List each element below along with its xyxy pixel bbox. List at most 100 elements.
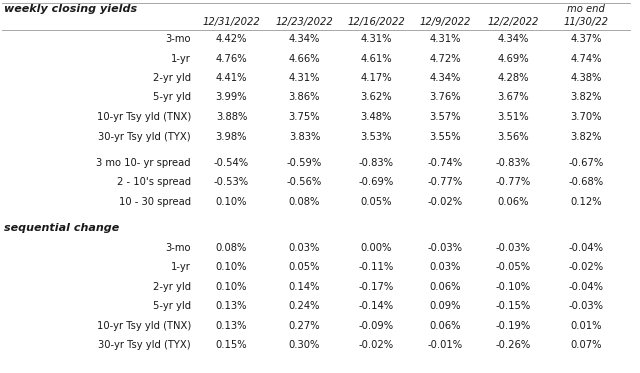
Text: 1-yr: 1-yr — [171, 262, 191, 272]
Text: -0.09%: -0.09% — [358, 321, 394, 330]
Text: -0.11%: -0.11% — [358, 262, 394, 272]
Text: 3.55%: 3.55% — [429, 132, 461, 141]
Text: 3.48%: 3.48% — [360, 112, 392, 122]
Text: 4.41%: 4.41% — [216, 73, 247, 83]
Text: 3.53%: 3.53% — [360, 132, 392, 141]
Text: 0.12%: 0.12% — [570, 197, 602, 207]
Text: -0.02%: -0.02% — [358, 340, 394, 350]
Text: 4.31%: 4.31% — [360, 34, 392, 44]
Text: 3.82%: 3.82% — [570, 132, 602, 141]
Text: 3.70%: 3.70% — [570, 112, 602, 122]
Text: 3.62%: 3.62% — [360, 93, 392, 103]
Text: 3.75%: 3.75% — [289, 112, 320, 122]
Text: 0.14%: 0.14% — [289, 282, 320, 292]
Text: 0.06%: 0.06% — [429, 321, 461, 330]
Text: 3-mo: 3-mo — [166, 34, 191, 44]
Text: 12/9/2022: 12/9/2022 — [419, 17, 470, 27]
Text: -0.15%: -0.15% — [495, 301, 531, 311]
Text: -0.83%: -0.83% — [495, 158, 531, 168]
Text: 4.31%: 4.31% — [429, 34, 461, 44]
Text: 3.98%: 3.98% — [216, 132, 247, 141]
Text: 2 - 10's spread: 2 - 10's spread — [117, 177, 191, 187]
Text: 3.76%: 3.76% — [429, 93, 461, 103]
Text: -0.56%: -0.56% — [287, 177, 322, 187]
Text: 0.05%: 0.05% — [289, 262, 320, 272]
Text: 0.07%: 0.07% — [570, 340, 602, 350]
Text: 30-yr Tsy yld (TYX): 30-yr Tsy yld (TYX) — [99, 340, 191, 350]
Text: 0.15%: 0.15% — [216, 340, 247, 350]
Text: 0.01%: 0.01% — [570, 321, 602, 330]
Text: -0.77%: -0.77% — [495, 177, 531, 187]
Text: -0.02%: -0.02% — [428, 197, 463, 207]
Text: 12/16/2022: 12/16/2022 — [347, 17, 405, 27]
Text: -0.01%: -0.01% — [428, 340, 463, 350]
Text: 3.99%: 3.99% — [216, 93, 247, 103]
Text: 10-yr Tsy yld (TNX): 10-yr Tsy yld (TNX) — [97, 112, 191, 122]
Text: 4.34%: 4.34% — [289, 34, 320, 44]
Text: 4.61%: 4.61% — [360, 53, 392, 63]
Text: 0.27%: 0.27% — [289, 321, 320, 330]
Text: 5-yr yld: 5-yr yld — [153, 301, 191, 311]
Text: 4.69%: 4.69% — [497, 53, 529, 63]
Text: 4.37%: 4.37% — [570, 34, 602, 44]
Text: 12/2/2022: 12/2/2022 — [487, 17, 539, 27]
Text: 0.08%: 0.08% — [216, 243, 247, 253]
Text: 4.28%: 4.28% — [497, 73, 529, 83]
Text: 0.10%: 0.10% — [216, 197, 247, 207]
Text: 5-yr yld: 5-yr yld — [153, 93, 191, 103]
Text: 0.10%: 0.10% — [216, 262, 247, 272]
Text: sequential change: sequential change — [4, 223, 119, 233]
Text: 4.38%: 4.38% — [570, 73, 602, 83]
Text: 3-mo: 3-mo — [166, 243, 191, 253]
Text: 2-yr yld: 2-yr yld — [153, 73, 191, 83]
Text: 12/23/2022: 12/23/2022 — [276, 17, 333, 27]
Text: -0.04%: -0.04% — [568, 243, 604, 253]
Text: -0.54%: -0.54% — [214, 158, 249, 168]
Text: 3.67%: 3.67% — [497, 93, 529, 103]
Text: 0.03%: 0.03% — [429, 262, 461, 272]
Text: 4.74%: 4.74% — [570, 53, 602, 63]
Text: -0.14%: -0.14% — [358, 301, 394, 311]
Text: -0.05%: -0.05% — [495, 262, 531, 272]
Text: -0.26%: -0.26% — [495, 340, 531, 350]
Text: 12/31/2022: 12/31/2022 — [203, 17, 260, 27]
Text: 3.51%: 3.51% — [497, 112, 529, 122]
Text: -0.04%: -0.04% — [568, 282, 604, 292]
Text: -0.59%: -0.59% — [287, 158, 322, 168]
Text: 0.30%: 0.30% — [289, 340, 320, 350]
Text: 10 - 30 spread: 10 - 30 spread — [119, 197, 191, 207]
Text: 3.82%: 3.82% — [570, 93, 602, 103]
Text: -0.83%: -0.83% — [358, 158, 394, 168]
Text: -0.67%: -0.67% — [568, 158, 604, 168]
Text: 3.86%: 3.86% — [289, 93, 320, 103]
Text: 3 mo 10- yr spread: 3 mo 10- yr spread — [97, 158, 191, 168]
Text: 4.17%: 4.17% — [360, 73, 392, 83]
Text: 4.76%: 4.76% — [216, 53, 247, 63]
Text: 0.06%: 0.06% — [497, 197, 529, 207]
Text: -0.17%: -0.17% — [358, 282, 394, 292]
Text: -0.68%: -0.68% — [568, 177, 604, 187]
Text: 0.08%: 0.08% — [289, 197, 320, 207]
Text: -0.77%: -0.77% — [428, 177, 463, 187]
Text: -0.74%: -0.74% — [428, 158, 463, 168]
Text: 4.34%: 4.34% — [497, 34, 529, 44]
Text: mo end: mo end — [567, 4, 605, 14]
Text: 11/30/22: 11/30/22 — [563, 17, 609, 27]
Text: 30-yr Tsy yld (TYX): 30-yr Tsy yld (TYX) — [99, 132, 191, 141]
Text: 4.72%: 4.72% — [429, 53, 461, 63]
Text: 0.10%: 0.10% — [216, 282, 247, 292]
Text: 0.24%: 0.24% — [289, 301, 320, 311]
Text: 4.31%: 4.31% — [289, 73, 320, 83]
Text: 3.83%: 3.83% — [289, 132, 320, 141]
Text: weekly closing yields: weekly closing yields — [4, 4, 137, 14]
Text: 3.56%: 3.56% — [497, 132, 529, 141]
Text: 0.09%: 0.09% — [429, 301, 461, 311]
Text: 3.88%: 3.88% — [216, 112, 247, 122]
Text: 10-yr Tsy yld (TNX): 10-yr Tsy yld (TNX) — [97, 321, 191, 330]
Text: 0.00%: 0.00% — [360, 243, 392, 253]
Text: -0.19%: -0.19% — [495, 321, 531, 330]
Text: -0.10%: -0.10% — [495, 282, 531, 292]
Text: 4.66%: 4.66% — [289, 53, 320, 63]
Text: 1-yr: 1-yr — [171, 53, 191, 63]
Text: 0.03%: 0.03% — [289, 243, 320, 253]
